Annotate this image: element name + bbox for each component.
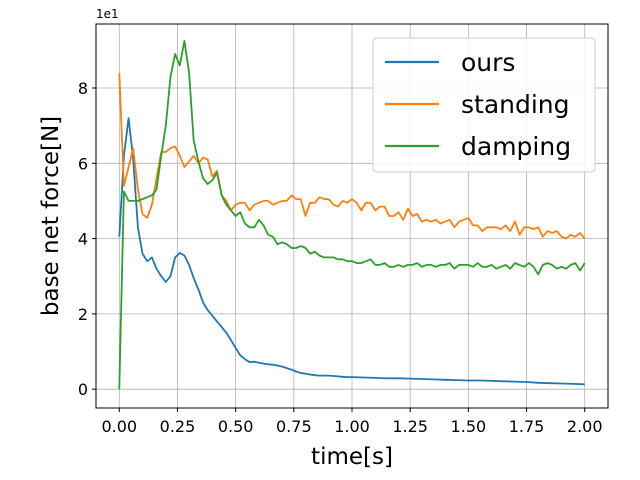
y-offset-label: 1e1 <box>96 7 119 21</box>
x-tick-label: 0.75 <box>276 417 312 436</box>
plot-lines <box>118 40 586 390</box>
x-tick-label: 2.00 <box>567 417 603 436</box>
x-tick-label: 0.25 <box>160 417 196 436</box>
series-line-ours <box>118 117 585 386</box>
x-tick-label: 1.25 <box>392 417 428 436</box>
y-axis-label: base net force[N] <box>38 116 64 316</box>
y-tick-label: 8 <box>78 79 88 98</box>
legend-label-standing: standing <box>461 90 570 119</box>
x-tick-label: 0.00 <box>101 417 137 436</box>
x-tick-label: 1.50 <box>451 417 487 436</box>
x-tick-label: 1.75 <box>509 417 545 436</box>
y-tick-label: 4 <box>78 230 88 249</box>
series-line-damping <box>118 40 586 390</box>
x-tick-label: 0.50 <box>218 417 254 436</box>
series-line-standing <box>118 72 586 240</box>
y-tick-label: 0 <box>78 380 88 399</box>
legend-label-ours: ours <box>461 48 515 77</box>
x-axis-label: time[s] <box>311 444 393 470</box>
legend-box <box>372 37 596 173</box>
legend: ours standing damping <box>372 37 596 173</box>
ticks: 0.00 0.25 0.50 0.75 1.00 1.25 1.50 1.75 2.00 0 2 4 6… <box>78 79 603 436</box>
legend-label-damping: damping <box>461 132 571 161</box>
y-tick-label: 2 <box>78 305 88 324</box>
y-tick-label: 6 <box>78 154 88 173</box>
x-tick-label: 1.00 <box>334 417 370 436</box>
